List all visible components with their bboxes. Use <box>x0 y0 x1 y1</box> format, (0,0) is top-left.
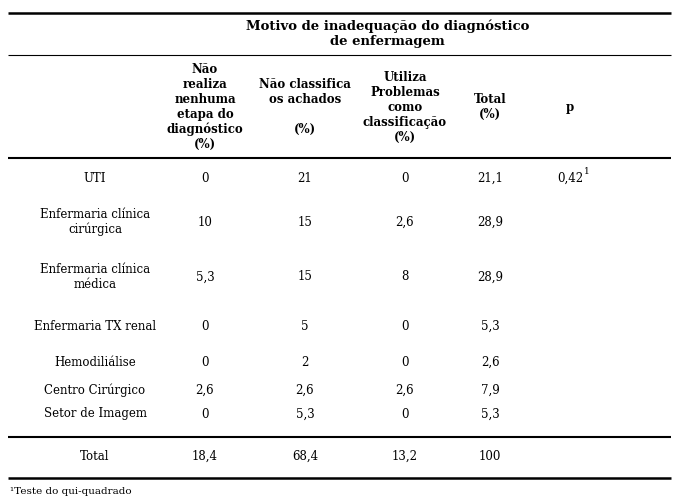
Text: 15: 15 <box>297 215 312 228</box>
Text: 0: 0 <box>201 172 208 185</box>
Text: 28,9: 28,9 <box>477 271 503 284</box>
Text: 0: 0 <box>201 319 208 332</box>
Text: 2,6: 2,6 <box>396 215 414 228</box>
Text: Total: Total <box>80 450 110 462</box>
Text: 2,6: 2,6 <box>396 383 414 396</box>
Text: 0,42: 0,42 <box>557 172 583 185</box>
Text: 5,3: 5,3 <box>481 319 499 332</box>
Text: 2,6: 2,6 <box>196 383 215 396</box>
Text: 2: 2 <box>301 356 309 369</box>
Text: ¹Teste do qui-quadrado: ¹Teste do qui-quadrado <box>10 487 132 496</box>
Text: Total
(%): Total (%) <box>474 93 507 121</box>
Text: 10: 10 <box>198 215 213 228</box>
Text: 5,3: 5,3 <box>295 407 314 421</box>
Text: Enfermaria TX renal: Enfermaria TX renal <box>34 319 156 332</box>
Text: 2,6: 2,6 <box>481 356 499 369</box>
Text: 18,4: 18,4 <box>192 450 218 462</box>
Text: 0: 0 <box>401 319 409 332</box>
Text: 100: 100 <box>479 450 501 462</box>
Text: 7,9: 7,9 <box>481 383 499 396</box>
Text: Enfermaria clínica
cirúrgica: Enfermaria clínica cirúrgica <box>40 208 150 236</box>
Text: Utiliza
Problemas
como
classificação
(%): Utiliza Problemas como classificação (%) <box>363 70 447 143</box>
Text: 21: 21 <box>297 172 312 185</box>
Text: 15: 15 <box>297 271 312 284</box>
Text: Não
realiza
nenhuma
etapa do
diagnóstico
(%): Não realiza nenhuma etapa do diagnóstico… <box>166 63 243 151</box>
Text: 0: 0 <box>401 407 409 421</box>
Text: 0: 0 <box>201 356 208 369</box>
Text: Enfermaria clínica
médica: Enfermaria clínica médica <box>40 263 150 291</box>
Text: 5: 5 <box>301 319 309 332</box>
Text: 5,3: 5,3 <box>481 407 499 421</box>
Text: 0: 0 <box>401 172 409 185</box>
Text: 13,2: 13,2 <box>392 450 418 462</box>
Text: Não classifica
os achados

(%): Não classifica os achados (%) <box>259 78 351 136</box>
Text: Centro Cirúrgico: Centro Cirúrgico <box>44 383 145 397</box>
Text: 0: 0 <box>201 407 208 421</box>
Text: 8: 8 <box>401 271 409 284</box>
Text: 1: 1 <box>584 167 590 177</box>
Text: 21,1: 21,1 <box>477 172 503 185</box>
Text: Motivo de inadequação do diagnóstico
de enfermagem: Motivo de inadequação do diagnóstico de … <box>246 20 529 48</box>
Text: Hemodiliálise: Hemodiliálise <box>54 356 136 369</box>
Text: 2,6: 2,6 <box>295 383 314 396</box>
Text: 28,9: 28,9 <box>477 215 503 228</box>
Text: p: p <box>566 101 574 114</box>
Text: 5,3: 5,3 <box>196 271 215 284</box>
Text: 68,4: 68,4 <box>292 450 318 462</box>
Text: 0: 0 <box>401 356 409 369</box>
Text: Setor de Imagem: Setor de Imagem <box>43 407 147 421</box>
Text: UTI: UTI <box>84 172 106 185</box>
